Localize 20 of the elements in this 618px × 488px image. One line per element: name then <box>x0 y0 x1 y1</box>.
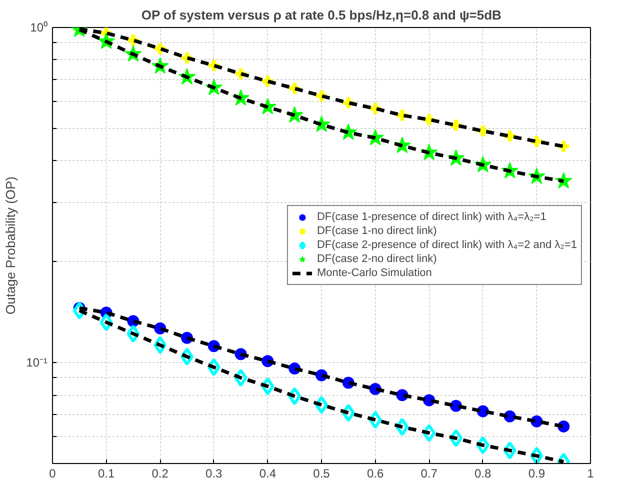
x-tick-label: 0.2 <box>152 466 169 480</box>
x-tick-label: 0.7 <box>420 466 438 480</box>
legend-label: DF(case 1-presence of direct link) with λ₄=λ₂=1 <box>316 210 546 224</box>
chart-title: OP of system versus ρ at rate 0.5 bps/Hz,η=0.8 and ψ=5dB <box>141 8 502 22</box>
y-axis-title: Outage Probability (OP) <box>3 176 18 314</box>
x-tick-label: 0 <box>49 466 56 480</box>
x-tick-label: 0.8 <box>474 466 492 480</box>
y-tick-label: 10⁰ <box>30 20 48 34</box>
legend-label: DF(case 2-presence of direct link) with λ₄=2 and λ₂=1 <box>316 238 577 252</box>
x-tick-label: 0.1 <box>98 466 115 480</box>
x-tick-label: 0.3 <box>206 466 223 480</box>
legend-label: Monte-Carlo Simulation <box>316 266 432 280</box>
y-tick-label: 10⁻¹ <box>26 356 48 370</box>
legend-label: DF(case 2-no direct link) <box>316 252 437 266</box>
x-tick-label: 0.9 <box>528 466 546 480</box>
legend-label: DF(case 1-no direct link) <box>316 224 437 238</box>
x-tick-label: 0.6 <box>366 466 384 480</box>
x-tick-label: 0.4 <box>259 466 276 480</box>
x-tick-label: 0.5 <box>313 466 330 480</box>
x-tick-label: 1 <box>587 466 594 480</box>
